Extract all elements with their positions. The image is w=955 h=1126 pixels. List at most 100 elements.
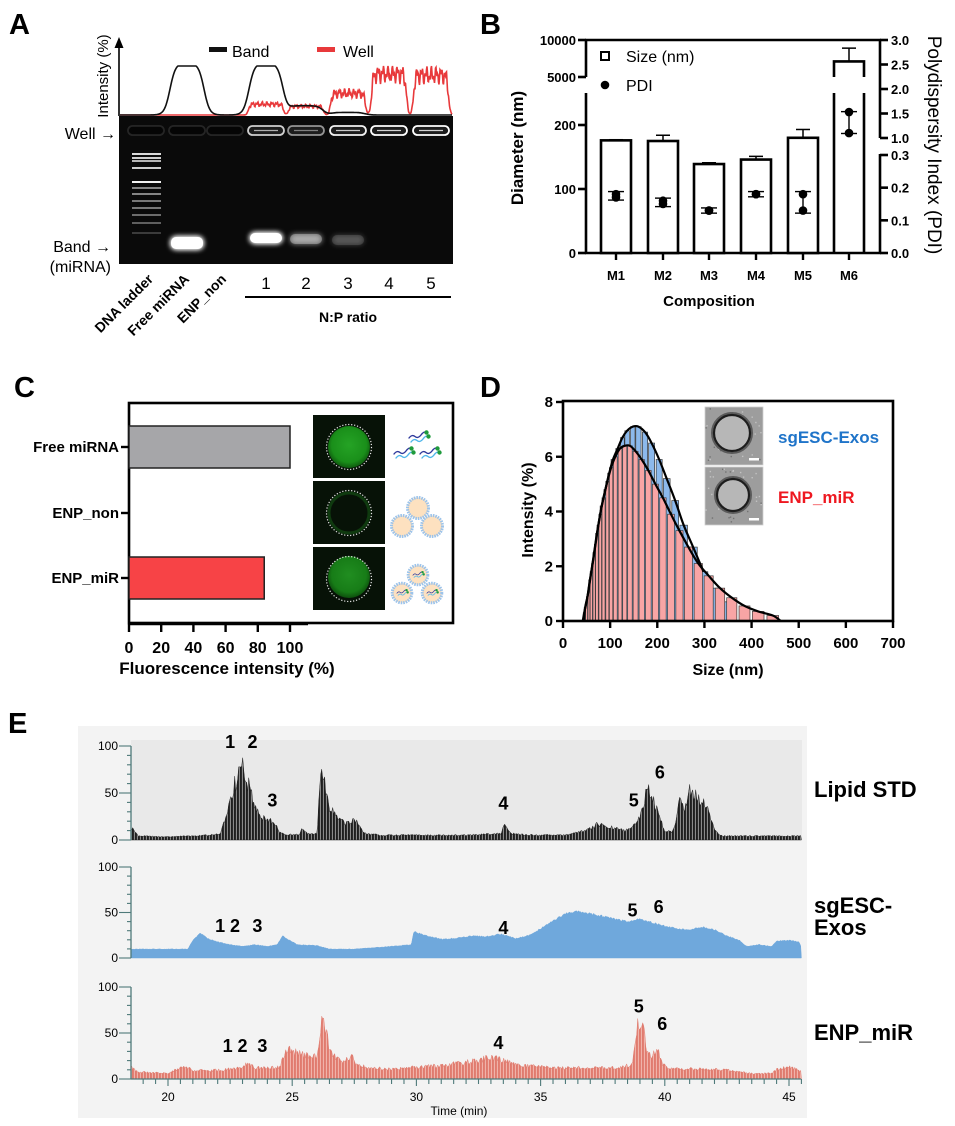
x-axis-label-composition: Composition [663, 293, 755, 310]
np-ratio-label: 4 [384, 274, 393, 293]
x-axis-tick-label: 40 [185, 640, 203, 657]
tem-grain [729, 516, 732, 518]
faint-droplet-rim [327, 491, 371, 535]
category-label: M2 [654, 268, 672, 283]
y-axis-tick-label: 6 [545, 449, 553, 466]
y2-axis-tick-label: 0.2 [891, 181, 909, 196]
tem-grain [709, 458, 711, 461]
ladder-band [132, 222, 161, 224]
y-axis-tick-label: 50 [105, 1026, 119, 1040]
x-axis-tick-label: 35 [534, 1090, 548, 1104]
y2-axis-tick-label: 0.3 [891, 148, 909, 163]
category-label: ENP_miR [51, 570, 119, 587]
histogram-bar [645, 470, 652, 622]
mirna-strand [413, 573, 424, 578]
y-axis-label-intensity: Intensity (%) [520, 462, 537, 557]
mirna-strand [393, 447, 412, 455]
bar-group-enp-non: ENP_non [52, 505, 129, 522]
y2-axis-tick-label: 0.0 [891, 246, 909, 261]
tem-grain [760, 431, 762, 434]
histogram-bar [659, 497, 667, 622]
np-ratio-group-label: N:P ratio [319, 309, 377, 325]
fluorescence-image-enp-non [313, 481, 385, 544]
legend-label-well: Well [343, 44, 374, 61]
np-ratio-label: 2 [301, 274, 310, 293]
mirna-strand-pair [412, 570, 425, 578]
category-label: ENP_non [52, 505, 119, 522]
gel-image [119, 116, 453, 264]
fluorophore-dot [437, 450, 442, 455]
tem-grain [747, 510, 749, 513]
y2-axis-tick-label: 3.0 [891, 33, 909, 48]
tem-grain [760, 503, 762, 506]
nanoparticle-shell [420, 514, 444, 538]
tem-grain [755, 421, 757, 424]
pdi-point [844, 107, 854, 117]
tem-grain [712, 476, 715, 478]
chromatogram-enp-mir: 0 50 100 1 2 3 4 56 ENP_miR [98, 980, 913, 1086]
vesicle-halo [714, 476, 752, 514]
vesicle [712, 413, 752, 453]
peak-label: 2 [230, 916, 240, 936]
intensity-axis-label: Intensity (%) [95, 34, 112, 117]
tem-grain [728, 517, 730, 519]
fluorescent-droplet [328, 556, 370, 598]
band-intensity-line [120, 65, 452, 116]
pdi-point [658, 196, 668, 206]
fluorophore-dot [405, 588, 408, 592]
fluorescent-droplet [328, 426, 370, 468]
ladder-band [132, 187, 161, 189]
axis-arrow-icon [114, 37, 124, 48]
droplet-outline [325, 555, 373, 603]
x-axis-tick-label: 30 [410, 1090, 424, 1104]
panel-label-e: E [8, 708, 27, 740]
mirna-strand [426, 589, 437, 594]
fluorescence-image-free-mirna [313, 415, 385, 478]
peak-label: 5 [634, 996, 644, 1016]
peak-label: 6 [655, 762, 665, 782]
tem-grain [709, 456, 711, 458]
size-histogram-plot: 0 2 4 6 8 0 100 200 300 400 500 600 700 [545, 394, 906, 652]
series-label: Exos [814, 915, 867, 940]
pdi-point [798, 206, 808, 215]
ladder-band [132, 207, 161, 209]
panel-b-size-pdi-chart: B 0 100 200 5000 10000 0.0 0.1 0.2 0.3 1.0 1.5 2.0 2… [480, 9, 944, 310]
legend-label-enp-mir: ENP_miR [778, 488, 855, 507]
peak-label: 1 [225, 732, 235, 752]
y2-axis-tick-label: 1.5 [891, 107, 909, 122]
ladder-band [132, 193, 161, 195]
panel-label-a: A [9, 9, 30, 41]
mirna-strand-pair [396, 588, 409, 596]
tem-grain [705, 509, 707, 511]
histogram-bar [601, 497, 606, 622]
histogram-bar [598, 513, 602, 622]
gel-band [290, 234, 322, 244]
bar-group-free-mirna: Free miRNA [33, 425, 291, 469]
x-axis-tick-label: 100 [598, 635, 623, 652]
histogram-bar [703, 575, 714, 622]
pdi-point [704, 206, 714, 215]
x-axis-tick-label: 500 [786, 635, 811, 652]
x-axis-tick-label: 700 [880, 635, 905, 652]
y-axis-tick-label: 0 [111, 951, 118, 965]
gel-well [206, 125, 244, 136]
y-axis-tick-label: 50 [105, 786, 119, 800]
histogram-bar [714, 587, 726, 622]
gel-band [332, 235, 364, 245]
bar-group-enp-mir: ENP_miR [51, 556, 265, 600]
droplet-outline [325, 489, 373, 537]
histogram-bar [622, 445, 628, 622]
bar-group-m4: M4 [739, 155, 773, 283]
gel-and-intensity-profile: 1 2 3 4 5 [119, 64, 453, 293]
np-ratio-label: 1 [261, 274, 270, 293]
category-label: M3 [700, 268, 718, 283]
vesicle-halo [711, 412, 753, 454]
mirna-loaded-nanoparticle-icon [390, 563, 444, 605]
fluorophore-dot [421, 570, 424, 574]
y2-axis-label-pdi: Polydispersity Index (PDI) [923, 36, 944, 255]
y-axis-tick-label: 0 [545, 613, 553, 630]
category-label: M1 [607, 268, 625, 283]
fluorophore-dot [435, 588, 438, 592]
histogram-bar [638, 459, 645, 622]
